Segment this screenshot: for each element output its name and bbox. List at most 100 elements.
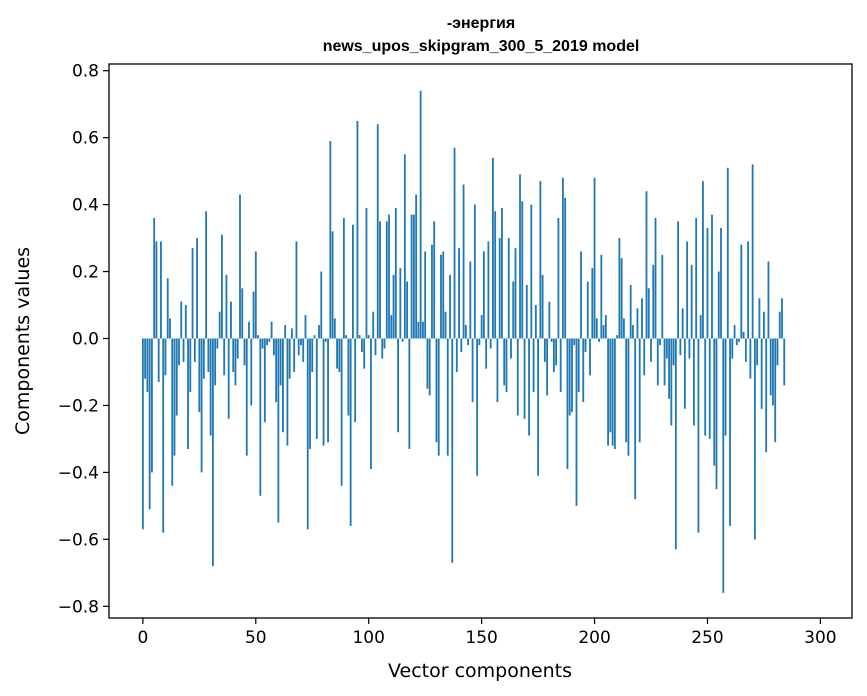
bar-136 bbox=[449, 274, 451, 339]
y-tick-label: 0.6 bbox=[72, 129, 99, 149]
bar-225 bbox=[650, 338, 652, 362]
bar-184 bbox=[557, 217, 560, 339]
bar-56 bbox=[268, 338, 271, 342]
bar-28 bbox=[205, 211, 208, 339]
bar-17 bbox=[180, 301, 183, 339]
bar-108 bbox=[385, 221, 388, 339]
bar-66 bbox=[291, 328, 293, 339]
bar-14 bbox=[173, 338, 176, 456]
bar-211 bbox=[618, 238, 621, 339]
bar-196 bbox=[584, 338, 587, 352]
bar-235 bbox=[672, 338, 675, 366]
bar-12 bbox=[169, 318, 171, 339]
bar-109 bbox=[388, 214, 390, 339]
bar-147 bbox=[473, 204, 476, 339]
bar-161 bbox=[505, 338, 508, 393]
bar-182 bbox=[552, 338, 555, 372]
bar-175 bbox=[537, 338, 539, 476]
bar-155 bbox=[492, 157, 494, 339]
bar-170 bbox=[525, 284, 528, 339]
bar-119 bbox=[410, 214, 413, 339]
bar-31 bbox=[211, 338, 214, 567]
x-tick-label: 50 bbox=[245, 628, 267, 648]
bar-112 bbox=[394, 207, 397, 339]
bar-165 bbox=[514, 248, 517, 339]
bar-278 bbox=[769, 338, 772, 396]
bar-111 bbox=[392, 274, 395, 339]
bar-150 bbox=[480, 315, 483, 339]
bar-30 bbox=[209, 338, 212, 436]
bar-193 bbox=[577, 338, 580, 393]
bar-9 bbox=[162, 338, 165, 533]
bar-135 bbox=[446, 338, 449, 456]
bar-237 bbox=[677, 221, 680, 339]
bar-266 bbox=[742, 331, 745, 339]
bar-73 bbox=[306, 338, 309, 530]
bar-160 bbox=[503, 338, 506, 386]
x-axis-label: Vector components bbox=[388, 660, 572, 682]
bar-254 bbox=[715, 338, 718, 490]
bar-48 bbox=[250, 338, 253, 406]
bar-68 bbox=[295, 241, 298, 339]
bar-249 bbox=[704, 338, 707, 436]
bar-145 bbox=[469, 261, 472, 339]
bar-11 bbox=[166, 278, 169, 339]
bar-280 bbox=[774, 338, 777, 443]
y-axis-label: Components values bbox=[12, 247, 34, 435]
bar-2 bbox=[146, 338, 149, 393]
bar-181 bbox=[550, 338, 553, 342]
bar-110 bbox=[390, 315, 393, 339]
bar-133 bbox=[442, 251, 445, 339]
plot-frame bbox=[108, 63, 853, 619]
bar-40 bbox=[232, 338, 235, 372]
bar-228 bbox=[656, 338, 659, 386]
bar-107 bbox=[383, 338, 386, 349]
bar-24 bbox=[196, 238, 198, 339]
bar-115 bbox=[401, 338, 404, 342]
bar-223 bbox=[645, 191, 648, 339]
bar-205 bbox=[604, 315, 607, 339]
bar-232 bbox=[665, 338, 668, 359]
bar-101 bbox=[370, 338, 372, 470]
bar-16 bbox=[178, 338, 180, 366]
bar-49 bbox=[252, 291, 255, 339]
bar-269 bbox=[749, 338, 752, 379]
bar-23 bbox=[193, 338, 196, 362]
bar-122 bbox=[417, 321, 420, 339]
bar-104 bbox=[376, 124, 379, 339]
bar-141 bbox=[460, 338, 463, 352]
bar-131 bbox=[437, 338, 440, 456]
bar-29 bbox=[207, 338, 210, 372]
bar-120 bbox=[412, 214, 415, 339]
bar-7 bbox=[157, 338, 160, 383]
bar-142 bbox=[462, 184, 465, 339]
bar-34 bbox=[218, 311, 221, 339]
bar-248 bbox=[702, 181, 704, 339]
bar-146 bbox=[471, 338, 474, 403]
bar-167 bbox=[519, 174, 521, 339]
bar-69 bbox=[297, 338, 300, 356]
y-tick-label: 0.2 bbox=[72, 263, 99, 283]
bar-279 bbox=[772, 338, 774, 406]
bar-130 bbox=[435, 338, 438, 443]
bar-204 bbox=[602, 325, 605, 339]
bar-159 bbox=[501, 207, 503, 339]
bar-202 bbox=[598, 338, 600, 342]
bar-187 bbox=[564, 197, 567, 339]
bar-190 bbox=[571, 338, 573, 413]
bar-99 bbox=[365, 207, 368, 339]
bar-84 bbox=[331, 231, 334, 339]
bar-5 bbox=[153, 217, 156, 339]
bar-4 bbox=[151, 338, 153, 473]
bar-123 bbox=[419, 90, 422, 339]
bar-239 bbox=[681, 308, 684, 339]
x-tick-label: 200 bbox=[578, 628, 610, 648]
bar-89 bbox=[342, 217, 345, 339]
bar-71 bbox=[302, 338, 305, 362]
bar-143 bbox=[464, 325, 467, 339]
bar-191 bbox=[573, 338, 576, 346]
bar-238 bbox=[679, 338, 682, 356]
x-tick-label: 300 bbox=[804, 628, 836, 648]
bar-273 bbox=[758, 298, 761, 339]
bar-250 bbox=[706, 228, 709, 339]
